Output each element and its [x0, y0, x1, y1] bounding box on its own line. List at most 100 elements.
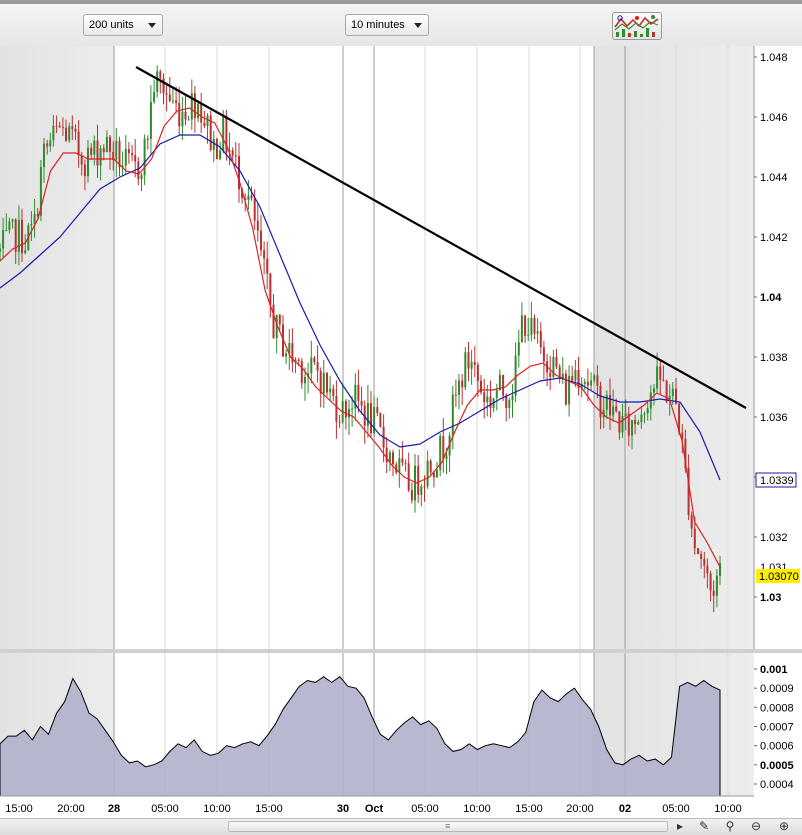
- candle-body: [461, 380, 464, 388]
- candle-body: [690, 515, 693, 529]
- candle-body: [436, 470, 438, 478]
- candle-body: [193, 93, 196, 119]
- candle-body: [432, 472, 435, 478]
- candle-body: [58, 125, 61, 127]
- candle-body: [351, 408, 354, 410]
- last-price-value: 1.03070: [759, 571, 799, 583]
- pane-separator[interactable]: [0, 649, 802, 653]
- candle-body: [385, 447, 388, 463]
- candle-body: [448, 435, 451, 456]
- candle-body: [55, 125, 58, 127]
- time-tick-label: 28: [108, 803, 120, 815]
- candle-body: [30, 224, 33, 226]
- time-tick-label: 15:00: [515, 803, 543, 815]
- candle-body: [634, 419, 637, 425]
- candle-body: [568, 375, 571, 405]
- candle-body: [536, 331, 539, 334]
- price-gridlines: [113, 46, 729, 650]
- candle-body: [653, 388, 655, 393]
- candle-body: [520, 315, 523, 343]
- time-tick-label: 15:00: [255, 803, 283, 815]
- chart-toolbar: 200 units 10 minutes: [0, 0, 802, 47]
- time-tick-label: 10:00: [463, 803, 491, 815]
- candle-body: [175, 100, 178, 103]
- candle-body: [326, 372, 328, 393]
- candle-body: [423, 486, 426, 488]
- candle-body: [709, 573, 712, 591]
- candle-body: [665, 380, 668, 402]
- candle-body: [451, 394, 454, 436]
- candle-body: [621, 416, 624, 433]
- candle-body: [564, 373, 567, 405]
- candle-body: [77, 131, 80, 156]
- zoom-icon[interactable]: ⚲: [725, 819, 735, 833]
- window-edge: [0, 0, 802, 4]
- candle-body: [329, 388, 332, 393]
- zoom-in-icon[interactable]: ⊕: [778, 819, 790, 833]
- candle-body: [238, 156, 240, 190]
- price-tick-label: 1.032: [760, 532, 788, 544]
- candle-body: [558, 366, 561, 379]
- horizontal-scrollbar[interactable]: ≡: [228, 821, 668, 832]
- candle-body: [586, 381, 589, 386]
- candle-body: [590, 380, 593, 386]
- candle-body: [605, 395, 608, 410]
- trendline[interactable]: [135, 66, 747, 409]
- candle-body: [93, 140, 96, 155]
- candle-body: [602, 409, 605, 418]
- units-dropdown-value: 200 units: [89, 19, 134, 31]
- candle-body: [646, 408, 649, 414]
- candle-body: [112, 151, 115, 160]
- candle-body: [244, 198, 247, 200]
- time-tick-label: 02: [619, 803, 631, 815]
- candle-body: [146, 138, 149, 140]
- indicators-icon: [614, 15, 659, 37]
- price-axis: [754, 46, 802, 650]
- candle-body: [530, 317, 533, 335]
- draw-tool-icon[interactable]: ✎: [698, 819, 710, 833]
- candle-body: [388, 452, 391, 463]
- units-dropdown[interactable]: 200 units: [83, 14, 163, 36]
- ma-slow-line: [0, 134, 721, 481]
- chart-area[interactable]: 1.0481.0461.0441.0421.041.0381.0361.0341…: [0, 46, 802, 818]
- candle-body: [313, 357, 316, 363]
- candle-body: [376, 407, 379, 414]
- candle-body: [470, 361, 473, 369]
- candle-body: [637, 422, 640, 425]
- candle-body: [363, 405, 366, 426]
- candle-body: [439, 436, 442, 471]
- price-axis-labels: 1.0481.0461.0441.0421.041.0381.0361.0341…: [754, 52, 800, 604]
- candle-body: [476, 364, 479, 381]
- candle-body: [514, 355, 517, 396]
- candle-body: [316, 362, 319, 371]
- candle-body: [285, 353, 288, 357]
- indicators-button[interactable]: [612, 12, 662, 40]
- candle-body: [118, 140, 121, 168]
- candle-body: [555, 357, 558, 367]
- last-price-badge: [756, 569, 800, 583]
- play-icon[interactable]: ▸: [676, 819, 684, 833]
- candle-body: [127, 149, 130, 154]
- candle-body: [360, 400, 363, 406]
- candle-body: [222, 115, 225, 151]
- session-shade-right: [594, 46, 754, 650]
- candle-body: [599, 385, 602, 418]
- zoom-out-icon[interactable]: ⊖: [750, 819, 762, 833]
- candle-body: [715, 575, 718, 596]
- candle-body: [404, 462, 407, 464]
- time-axis: [0, 796, 802, 818]
- volume-tick-label: 0.0008: [760, 702, 794, 714]
- candle-body: [190, 93, 193, 120]
- candle-body: [511, 395, 514, 401]
- candle-body: [373, 407, 376, 434]
- candle-body: [678, 403, 681, 433]
- volume-tick-label: 0.0004: [760, 779, 794, 791]
- candle-body: [593, 375, 596, 381]
- candle-body: [43, 143, 45, 167]
- candle-body: [612, 406, 615, 416]
- interval-dropdown[interactable]: 10 minutes: [345, 14, 429, 36]
- candle-body: [187, 119, 190, 121]
- candle-body: [143, 138, 146, 176]
- candle-body: [332, 388, 335, 396]
- candle-body: [508, 400, 511, 409]
